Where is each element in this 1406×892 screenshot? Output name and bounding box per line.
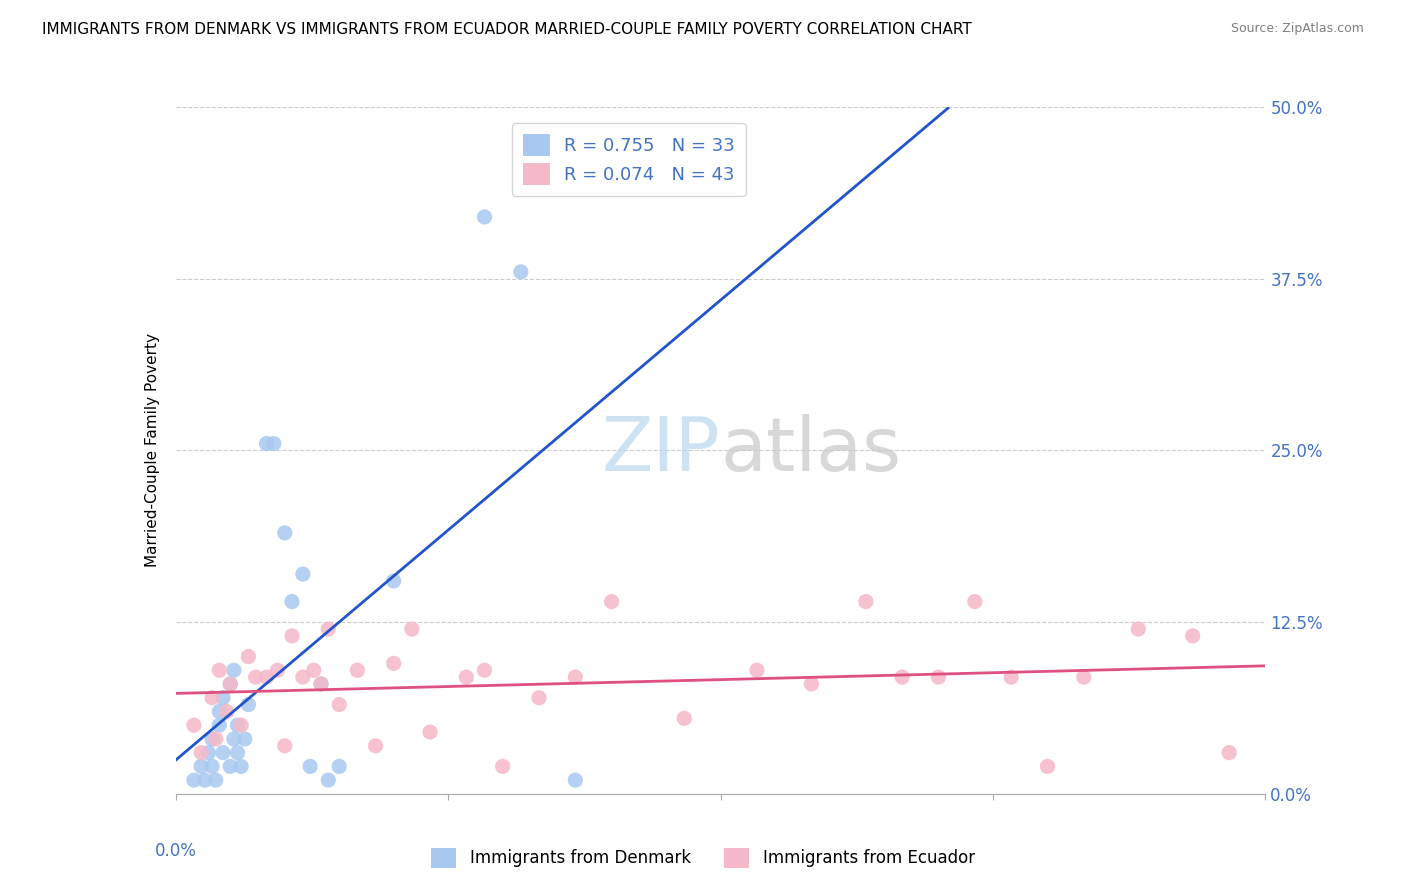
Point bbox=[256, 436, 278, 450]
Point bbox=[309, 677, 332, 691]
Point bbox=[474, 210, 496, 224]
Point bbox=[963, 594, 986, 608]
Point bbox=[197, 746, 219, 760]
Point bbox=[219, 677, 242, 691]
Point bbox=[190, 746, 212, 760]
Point bbox=[302, 663, 325, 677]
Point bbox=[266, 663, 288, 677]
Point bbox=[318, 622, 340, 636]
Point bbox=[233, 731, 256, 746]
Point bbox=[474, 663, 496, 677]
Text: IMMIGRANTS FROM DENMARK VS IMMIGRANTS FROM ECUADOR MARRIED-COUPLE FAMILY POVERTY: IMMIGRANTS FROM DENMARK VS IMMIGRANTS FR… bbox=[42, 22, 972, 37]
Point bbox=[1073, 670, 1095, 684]
Point bbox=[201, 731, 224, 746]
Point bbox=[673, 711, 696, 725]
Point bbox=[291, 670, 314, 684]
Point bbox=[212, 746, 235, 760]
Point bbox=[183, 773, 205, 788]
Point bbox=[222, 731, 245, 746]
Point bbox=[238, 698, 260, 712]
Point bbox=[600, 594, 623, 608]
Point bbox=[281, 594, 304, 608]
Point bbox=[245, 670, 267, 684]
Point bbox=[208, 718, 231, 732]
Point bbox=[201, 759, 224, 773]
Text: 0.0%: 0.0% bbox=[155, 842, 197, 860]
Point bbox=[215, 705, 238, 719]
Point bbox=[891, 670, 914, 684]
Point bbox=[401, 622, 423, 636]
Point bbox=[456, 670, 478, 684]
Text: ZIP: ZIP bbox=[602, 414, 721, 487]
Y-axis label: Married-Couple Family Poverty: Married-Couple Family Poverty bbox=[145, 334, 160, 567]
Point bbox=[318, 773, 340, 788]
Point bbox=[299, 759, 322, 773]
Point bbox=[328, 759, 350, 773]
Point bbox=[226, 746, 249, 760]
Point bbox=[364, 739, 387, 753]
Point bbox=[212, 690, 235, 705]
Point bbox=[256, 670, 278, 684]
Text: atlas: atlas bbox=[721, 414, 901, 487]
Point bbox=[419, 725, 441, 739]
Point bbox=[1000, 670, 1022, 684]
Point bbox=[281, 629, 304, 643]
Point bbox=[346, 663, 368, 677]
Point bbox=[382, 574, 405, 588]
Point bbox=[564, 773, 586, 788]
Point bbox=[855, 594, 877, 608]
Point bbox=[183, 718, 205, 732]
Point bbox=[1181, 629, 1204, 643]
Point bbox=[800, 677, 823, 691]
Point bbox=[194, 773, 217, 788]
Point bbox=[263, 436, 285, 450]
Point bbox=[564, 670, 586, 684]
Point bbox=[208, 663, 231, 677]
Point bbox=[509, 265, 531, 279]
Point bbox=[274, 739, 297, 753]
Point bbox=[226, 718, 249, 732]
Point bbox=[527, 690, 550, 705]
Point bbox=[309, 677, 332, 691]
Legend: Immigrants from Denmark, Immigrants from Ecuador: Immigrants from Denmark, Immigrants from… bbox=[425, 841, 981, 875]
Legend: R = 0.755   N = 33, R = 0.074   N = 43: R = 0.755 N = 33, R = 0.074 N = 43 bbox=[512, 123, 745, 196]
Point bbox=[238, 649, 260, 664]
Point bbox=[231, 759, 253, 773]
Point bbox=[208, 705, 231, 719]
Point bbox=[274, 525, 297, 540]
Point bbox=[745, 663, 768, 677]
Point bbox=[204, 773, 226, 788]
Point bbox=[201, 690, 224, 705]
Point bbox=[382, 657, 405, 671]
Point bbox=[190, 759, 212, 773]
Point bbox=[1036, 759, 1059, 773]
Point bbox=[291, 567, 314, 582]
Point bbox=[1218, 746, 1240, 760]
Point bbox=[204, 731, 226, 746]
Point bbox=[328, 698, 350, 712]
Point bbox=[219, 759, 242, 773]
Point bbox=[492, 759, 515, 773]
Point bbox=[222, 663, 245, 677]
Point bbox=[231, 718, 253, 732]
Point bbox=[928, 670, 950, 684]
Point bbox=[1128, 622, 1150, 636]
Point bbox=[219, 677, 242, 691]
Text: Source: ZipAtlas.com: Source: ZipAtlas.com bbox=[1230, 22, 1364, 36]
